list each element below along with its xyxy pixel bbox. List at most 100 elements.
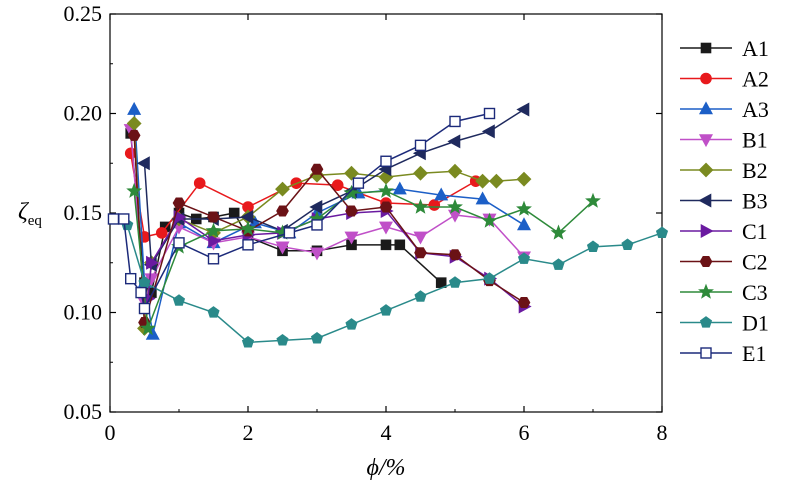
legend-swatch-marker: [700, 42, 712, 54]
series-a2-point: [155, 227, 168, 239]
series-c3-point: [378, 182, 394, 198]
series-a3-point: [434, 187, 449, 201]
series-e1-point: [135, 286, 147, 299]
legend-item-c3[interactable]: C3: [680, 280, 768, 305]
series-a1-point: [380, 239, 392, 251]
series-b2-point: [275, 181, 290, 197]
series-layer: [107, 101, 669, 348]
y-tick-label: 0.25: [64, 1, 103, 26]
series-d1-point: [414, 290, 427, 302]
series-c2-point: [172, 197, 186, 209]
series-a2-point: [193, 177, 206, 189]
series-d1-point: [276, 333, 289, 346]
x-tick-label: 4: [381, 420, 392, 445]
series-d1-point: [379, 304, 393, 316]
series-e1-point: [414, 139, 427, 152]
series-c3-point: [516, 200, 532, 216]
series-c2-point: [414, 247, 427, 259]
legend-item-b2[interactable]: B2: [680, 158, 768, 183]
y-tick-label: 0.20: [64, 101, 103, 126]
series-b3-point: [136, 156, 150, 171]
legend-label: C2: [742, 250, 768, 275]
series-a3-point: [516, 217, 532, 231]
legend-label: C3: [742, 280, 768, 305]
legend-item-c1[interactable]: C1: [680, 219, 768, 244]
series-c3-point: [343, 184, 360, 200]
series-b2-point: [475, 173, 491, 189]
series-d1-point: [586, 240, 600, 252]
axes: 0 2 4 6 8 0.05 0.10 0.15 0.20 0.25 ϕ/% ζeq: [18, 1, 667, 481]
series-c2-point: [345, 205, 358, 217]
series-d1-point: [483, 272, 496, 284]
legend-swatch-marker: [698, 283, 714, 299]
legend-label: D1: [742, 311, 769, 336]
series-d1-point: [310, 331, 324, 344]
series-b3-point: [240, 209, 254, 224]
series-d1-point: [172, 294, 186, 306]
legend-swatch-marker: [700, 223, 714, 239]
legend-swatch-marker: [700, 347, 712, 359]
legend-label: E1: [742, 341, 766, 366]
series-c3-point: [481, 212, 498, 228]
series-c2-point: [276, 205, 289, 217]
series-b3-point: [481, 124, 495, 139]
legend-swatch-marker: [699, 316, 713, 328]
series-e1-point: [283, 227, 296, 239]
series-d1-point: [241, 335, 255, 348]
series-c2-point: [207, 211, 220, 223]
series-e1-point: [449, 115, 461, 128]
series-b2-point: [516, 171, 532, 187]
legend-swatch-marker: [698, 162, 714, 178]
series-b1-point: [378, 221, 394, 235]
series-e1-point: [380, 155, 392, 167]
series-e1-point: [207, 253, 220, 265]
series-c2-point: [517, 297, 531, 309]
series-c3-point: [205, 222, 222, 238]
series-e1-point: [118, 213, 130, 225]
legend-label: B1: [742, 128, 768, 153]
legend-item-c2[interactable]: C2: [680, 250, 768, 275]
series-c1-point: [208, 233, 222, 248]
series-e1-point: [124, 272, 137, 285]
legend-label: B2: [742, 158, 768, 183]
series-a3-point: [475, 191, 490, 205]
legend-item-a2[interactable]: A2: [680, 67, 769, 92]
legend-label: A1: [742, 36, 769, 61]
series-a2-point: [428, 199, 441, 211]
series-a2-point: [331, 179, 344, 191]
legend-item-a1[interactable]: A1: [680, 36, 769, 61]
series-a3-point: [127, 101, 142, 115]
legend[interactable]: A1 A2 A3 B1 B2 B3 C1 C2 C3 D1 E1: [680, 36, 769, 366]
series-e1-point: [311, 219, 323, 231]
x-tick-label: 8: [657, 420, 668, 445]
legend-item-d1[interactable]: D1: [680, 311, 769, 336]
series-b3-point: [516, 102, 530, 117]
series-c2-point: [310, 163, 324, 175]
series-b3-point: [447, 134, 461, 149]
y-axis-title: ζeq: [18, 199, 42, 229]
series-a2-line: [129, 153, 477, 238]
legend-item-a3[interactable]: A3: [680, 97, 769, 122]
series-d1-point: [448, 276, 462, 288]
series-e1-point: [138, 302, 151, 315]
series-e1-point: [107, 213, 120, 225]
series-e1-line: [113, 112, 490, 311]
legend-swatch-marker: [700, 72, 712, 85]
series-c2-point: [379, 201, 393, 213]
series-c3-point: [240, 220, 256, 236]
legend-item-e1[interactable]: E1: [680, 341, 766, 366]
legend-item-b1[interactable]: B1: [680, 128, 768, 153]
series-d1-point: [552, 258, 565, 270]
series-c3-point: [126, 182, 143, 198]
series-c2-point: [448, 249, 462, 261]
series-b2-point: [413, 165, 428, 181]
series-d1: [121, 218, 669, 348]
series-c3-point: [447, 198, 463, 214]
series-d1-point: [517, 252, 531, 264]
legend-label: A2: [742, 67, 769, 92]
legend-item-b3[interactable]: B3: [680, 189, 768, 214]
x-tick-label: 0: [105, 420, 116, 445]
series-c2-point: [127, 129, 141, 141]
series-b2: [126, 116, 532, 336]
legend-swatch-marker: [698, 193, 712, 208]
